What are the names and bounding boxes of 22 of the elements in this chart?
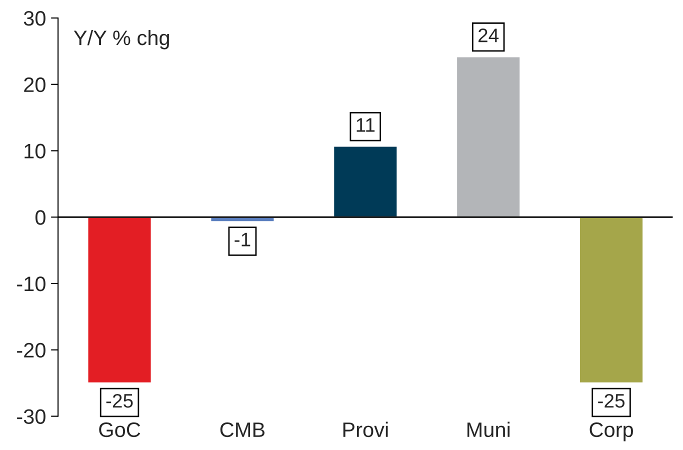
x-tick-label: Muni: [467, 422, 510, 438]
data-label: -25: [106, 394, 133, 408]
bar: [86, 216, 152, 384]
bar: [332, 145, 398, 218]
data-label: 24: [478, 28, 499, 42]
x-tick-label: Corp: [590, 422, 633, 442]
y-tick-label: 0: [35, 210, 46, 225]
y-tick-label: -20: [17, 342, 46, 358]
x-tick-label: CMB: [220, 422, 265, 438]
y-tick-label: -30: [17, 409, 46, 424]
bar: [456, 56, 522, 218]
y-axis-title: Y/Y % chg: [74, 30, 169, 50]
y-tick-label: 20: [24, 77, 46, 92]
y-tick-label: 10: [24, 144, 46, 159]
x-tick-label: GoC: [99, 422, 140, 438]
x-tick-label: Provi: [343, 422, 388, 438]
data-label: -1: [234, 232, 250, 246]
bar: [578, 216, 644, 384]
y-tick-label: -10: [17, 276, 46, 292]
data-label: 11: [356, 118, 375, 132]
y-tick-label: 30: [24, 11, 46, 26]
data-label: -25: [598, 394, 625, 408]
